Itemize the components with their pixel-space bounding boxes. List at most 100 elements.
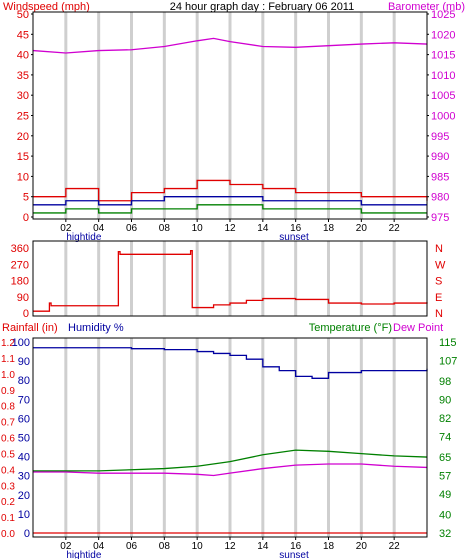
barometer-tick-label: 1005: [431, 90, 455, 102]
temperature-tick-label: 90: [439, 395, 451, 407]
windspeed-tick-label: 0: [23, 212, 29, 224]
climate-xtick-label: 14: [257, 541, 269, 552]
windspeed-tick-label: 35: [17, 70, 29, 82]
barometer-tick-label: 975: [431, 212, 449, 224]
compass-label: E: [435, 292, 442, 304]
barometer-tick-label: 1020: [431, 29, 455, 41]
barometer-tick-label: 1000: [431, 111, 455, 123]
windspeed-tick-label: 40: [17, 50, 29, 62]
rainfall-tick-label: 0.6: [1, 434, 15, 445]
humidity-title: Humidity %: [68, 322, 124, 334]
humidity-tick-label: 20: [18, 490, 30, 502]
humidity-tick-label: 50: [18, 433, 30, 445]
compass-label: S: [435, 276, 442, 288]
rainfall-tick-label: 0.1: [1, 513, 15, 524]
rainfall-tick-label: 0.3: [1, 481, 15, 492]
temperature-tick-label: 98: [439, 376, 451, 388]
windspeed-tick-label: 20: [17, 131, 29, 143]
barometer-tick-label: 995: [431, 131, 449, 143]
rainfall-tick-label: 1.0: [1, 370, 15, 381]
windspeed-tick-label: 10: [17, 171, 29, 183]
temperature-title: Temperature (°F): [309, 322, 392, 334]
windspeed-tick-label: 25: [17, 111, 29, 123]
series-wind-gust: [33, 179, 428, 202]
barometer-tick-label: 985: [431, 171, 449, 183]
climate-xtick-label: 12: [224, 541, 236, 552]
series-humidity-: [33, 347, 428, 379]
rainfall-tick-label: 0.9: [1, 386, 15, 397]
wind-xtick-label: 10: [192, 223, 204, 234]
wind-xtick-label: 04: [93, 223, 105, 234]
temperature-tick-label: 57: [439, 470, 451, 482]
rainfall-tick-label: 0.8: [1, 402, 15, 413]
climate-xtick-label: 16: [290, 541, 302, 552]
rainfall-tick-label: 0.5: [1, 449, 15, 460]
climate-hightide-marker: hightide: [66, 550, 101, 559]
windspeed-tick-label: 45: [17, 29, 29, 41]
wind-xtick-label: 22: [389, 223, 401, 234]
temperature-tick-label: 65: [439, 452, 451, 464]
humidity-tick-label: 10: [18, 509, 30, 521]
rainfall-tick-label: 0.7: [1, 418, 15, 429]
rainfall-title: Rainfall (in): [2, 322, 58, 334]
temperature-tick-label: 49: [439, 489, 451, 501]
barometer-tick-label: 1025: [431, 9, 455, 21]
wind-xtick-label: 12: [224, 223, 236, 234]
humidity-tick-label: 100: [12, 337, 30, 349]
barometer-tick-label: 1015: [431, 50, 455, 62]
wind-hightide-marker: hightide: [66, 232, 101, 243]
humidity-tick-label: 70: [18, 394, 30, 406]
temperature-tick-label: 40: [439, 510, 451, 522]
wind-xtick-label: 02: [60, 223, 72, 234]
humidity-tick-label: 60: [18, 413, 30, 425]
direction-tick-label: 0: [23, 308, 29, 320]
graph-title: 24 hour graph day : February 06 2011: [170, 1, 354, 13]
wind-xtick-label: 16: [290, 223, 302, 234]
series-direction: [33, 250, 428, 312]
series-wind-direction-low: [33, 204, 427, 214]
climate-xtick-label: 20: [356, 541, 368, 552]
temperature-tick-label: 107: [439, 355, 457, 367]
humidity-tick-label: 30: [18, 471, 30, 483]
barometer-tick-label: 1010: [431, 70, 455, 82]
humidity-tick-label: 40: [18, 452, 30, 464]
windspeed-tick-label: 15: [17, 151, 29, 163]
humidity-tick-label: 90: [18, 356, 30, 368]
temperature-tick-label: 82: [439, 413, 451, 425]
temperature-tick-label: 74: [439, 431, 451, 443]
series-temperature-f-: [33, 449, 428, 472]
series-wind-average: [33, 196, 427, 206]
wind-xtick-label: 20: [356, 223, 368, 234]
humidity-tick-label: 0: [24, 528, 30, 540]
temperature-tick-label: 32: [439, 528, 451, 540]
series-dew-point: [33, 463, 428, 477]
climate-xtick-label: 08: [159, 541, 171, 552]
wind-xtick-label: 08: [159, 223, 171, 234]
compass-label: N: [435, 243, 443, 255]
windspeed-tick-label: 50: [17, 9, 29, 21]
direction-tick-label: 180: [11, 276, 29, 288]
wind-xtick-label: 14: [257, 223, 269, 234]
rainfall-tick-label: 0.0: [1, 529, 15, 540]
direction-frame: [32, 240, 428, 317]
climate-xtick-label: 02: [60, 541, 72, 552]
humidity-tick-label: 80: [18, 375, 30, 387]
climate-xtick-label: 22: [389, 541, 401, 552]
direction-tick-label: 90: [17, 292, 29, 304]
dewpoint-title: Dew Point: [393, 322, 443, 334]
compass-label: W: [435, 259, 446, 271]
windspeed-tick-label: 5: [23, 192, 29, 204]
rainfall-tick-label: 1.1: [1, 354, 15, 365]
windspeed-title: Windspeed (mph): [3, 1, 90, 13]
climate-xtick-label: 10: [192, 541, 204, 552]
compass-label: N: [435, 308, 443, 320]
barometer-tick-label: 990: [431, 151, 449, 163]
temperature-tick-label: 115: [439, 337, 457, 349]
climate-sunset-marker: sunset: [279, 550, 309, 559]
climate-xtick-label: 18: [323, 541, 335, 552]
windspeed-tick-label: 30: [17, 90, 29, 102]
wind-xtick-label: 06: [126, 223, 138, 234]
barometer-tick-label: 980: [431, 192, 449, 204]
barometer-title: Barometer (mb): [388, 1, 465, 13]
